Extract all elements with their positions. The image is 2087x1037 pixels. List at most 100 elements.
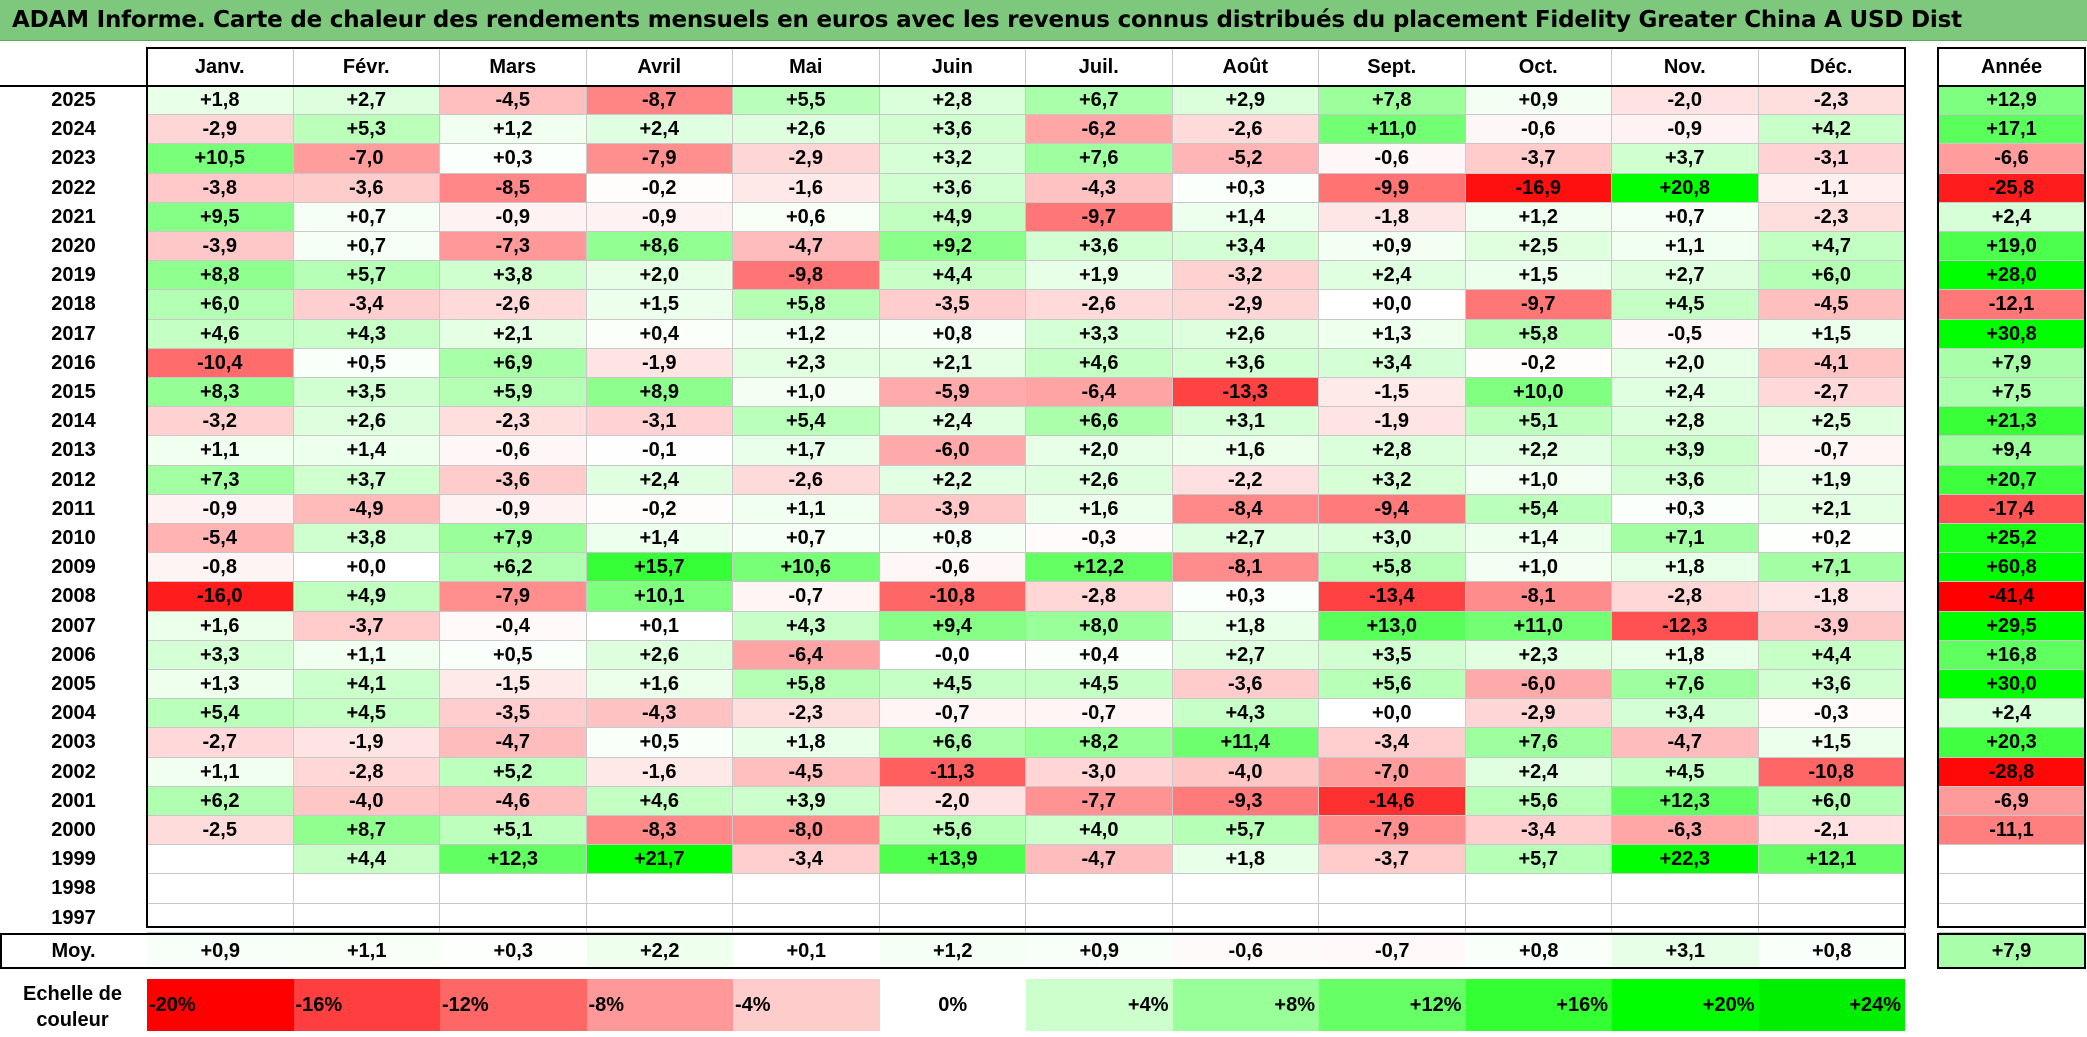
heatmap-cell: +15,7 [586, 553, 733, 583]
heatmap-cell: +0,7 [293, 232, 440, 262]
heatmap-cell: -8,1 [1465, 582, 1612, 612]
heatmap-cell: +0,8 [879, 319, 1026, 349]
heatmap-cell: +0,5 [293, 348, 440, 378]
heatmap-cell: +21,7 [586, 845, 733, 875]
heatmap-cell: +2,2 [879, 465, 1026, 495]
heatmap-cell: +1,0 [1465, 553, 1612, 583]
average-cell: +2,2 [586, 935, 733, 967]
heatmap-cell: -2,3 [1758, 86, 1905, 116]
heatmap-cell: -2,9 [733, 144, 880, 174]
annual-cell [1938, 903, 2085, 933]
month-header: Déc. [1758, 48, 1905, 86]
heatmap-cell: -3,1 [1758, 144, 1905, 174]
heatmap-cell: +2,8 [1612, 407, 1759, 437]
month-header: Juil. [1026, 48, 1173, 86]
heatmap-cell: +1,1 [147, 436, 294, 466]
annual-cell: +12,9 [1938, 86, 2085, 116]
heatmap-cell: -2,0 [1612, 86, 1759, 116]
heatmap-cell: -9,7 [1465, 290, 1612, 320]
average-cell: -0,7 [1319, 935, 1466, 967]
heatmap-cell: +5,8 [1319, 553, 1466, 583]
heatmap-cell: +1,1 [733, 494, 880, 524]
heatmap-cell: +7,6 [1612, 670, 1759, 700]
annual-cell: +17,1 [1938, 115, 2085, 145]
heatmap-cell: +1,4 [1465, 524, 1612, 554]
heatmap-cell: +10,5 [147, 144, 294, 174]
heatmap-cell: -3,8 [147, 173, 294, 203]
heatmap-cell: -6,3 [1612, 816, 1759, 846]
heatmap-cell: +3,2 [1319, 465, 1466, 495]
heatmap-cell: -4,0 [1172, 757, 1319, 787]
heatmap-cell: -0,2 [586, 494, 733, 524]
heatmap-cell: +22,3 [1612, 845, 1759, 875]
average-cell: +0,3 [440, 935, 587, 967]
heatmap-cell: +12,2 [1026, 553, 1173, 583]
heatmap-cell: -2,3 [1758, 202, 1905, 232]
heatmap-cell: +8,0 [1026, 611, 1173, 641]
heatmap-cell: +11,0 [1465, 611, 1612, 641]
heatmap-cell: +10,6 [733, 553, 880, 583]
heatmap-cell: +1,6 [1172, 436, 1319, 466]
heatmap-cell: +4,7 [1758, 232, 1905, 262]
heatmap-cell: +11,0 [1319, 115, 1466, 145]
heatmap-cell: -4,3 [1026, 173, 1173, 203]
heatmap-cell: +7,6 [1465, 728, 1612, 758]
heatmap-cell [1172, 903, 1319, 933]
heatmap-cell [1612, 874, 1759, 904]
heatmap-cell: +5,7 [1465, 845, 1612, 875]
heatmap-cell: -2,9 [1172, 290, 1319, 320]
heatmap-cell: +4,2 [1758, 115, 1905, 145]
heatmap-cell: -3,4 [733, 845, 880, 875]
annual-cell: +7,9 [1938, 348, 2085, 378]
heatmap-cell: +3,4 [1319, 348, 1466, 378]
heatmap-cell: +20,8 [1612, 173, 1759, 203]
annual-cell: -25,8 [1938, 173, 2085, 203]
heatmap-cell: -0,5 [1612, 319, 1759, 349]
heatmap-cell: -7,0 [1319, 757, 1466, 787]
heatmap-cell [1758, 903, 1905, 933]
month-header: Févr. [293, 48, 440, 86]
heatmap-cell: -5,9 [879, 378, 1026, 408]
heatmap-cell: +4,3 [1172, 699, 1319, 729]
heatmap-cell [1026, 874, 1173, 904]
color-scale-step: 0% [879, 979, 1026, 1031]
heatmap-cell: -6,4 [733, 640, 880, 670]
average-cell: +0,8 [1465, 935, 1612, 967]
heatmap-cell [1465, 903, 1612, 933]
year-label: 2007 [51, 614, 96, 637]
heatmap-cell: -3,9 [879, 494, 1026, 524]
heatmap-cell: -0,7 [733, 582, 880, 612]
heatmap-cell: +5,8 [1465, 319, 1612, 349]
heatmap-cell: -3,2 [147, 407, 294, 437]
heatmap-cell: -2,5 [147, 816, 294, 846]
heatmap-cell: -4,0 [293, 786, 440, 816]
heatmap-cell: +2,8 [1319, 436, 1466, 466]
year-label: 2004 [51, 702, 96, 725]
heatmap-cell: -3,0 [1026, 757, 1173, 787]
heatmap-cell: +3,6 [879, 173, 1026, 203]
heatmap-cell: +3,5 [1319, 640, 1466, 670]
heatmap-cell: +5,6 [879, 816, 1026, 846]
heatmap-cell [879, 874, 1026, 904]
year-label: 2002 [51, 760, 96, 783]
heatmap-cell: -2,8 [1612, 582, 1759, 612]
year-label: 2013 [51, 439, 96, 462]
heatmap-cell: -6,4 [1026, 378, 1173, 408]
heatmap-cell: +5,8 [733, 290, 880, 320]
heatmap-cell: +1,8 [1172, 611, 1319, 641]
year-label: 2012 [51, 468, 96, 491]
heatmap-cell: -3,6 [440, 465, 587, 495]
heatmap-cell: +5,8 [733, 670, 880, 700]
heatmap-cell: +5,9 [440, 378, 587, 408]
heatmap-cell: -4,5 [1758, 290, 1905, 320]
heatmap-cell: +1,3 [1319, 319, 1466, 349]
heatmap-cell [733, 874, 880, 904]
heatmap-cell: -0,3 [1758, 699, 1905, 729]
heatmap-cell: -13,4 [1319, 582, 1466, 612]
heatmap-cell: +3,0 [1319, 524, 1466, 554]
heatmap-cell: -0,7 [879, 699, 1026, 729]
title-bar: ADAM Informe. Carte de chaleur des rende… [0, 0, 2087, 41]
heatmap-cell: +2,7 [1172, 640, 1319, 670]
heatmap-cell: -3,9 [1758, 611, 1905, 641]
heatmap-cell: +3,7 [1612, 144, 1759, 174]
